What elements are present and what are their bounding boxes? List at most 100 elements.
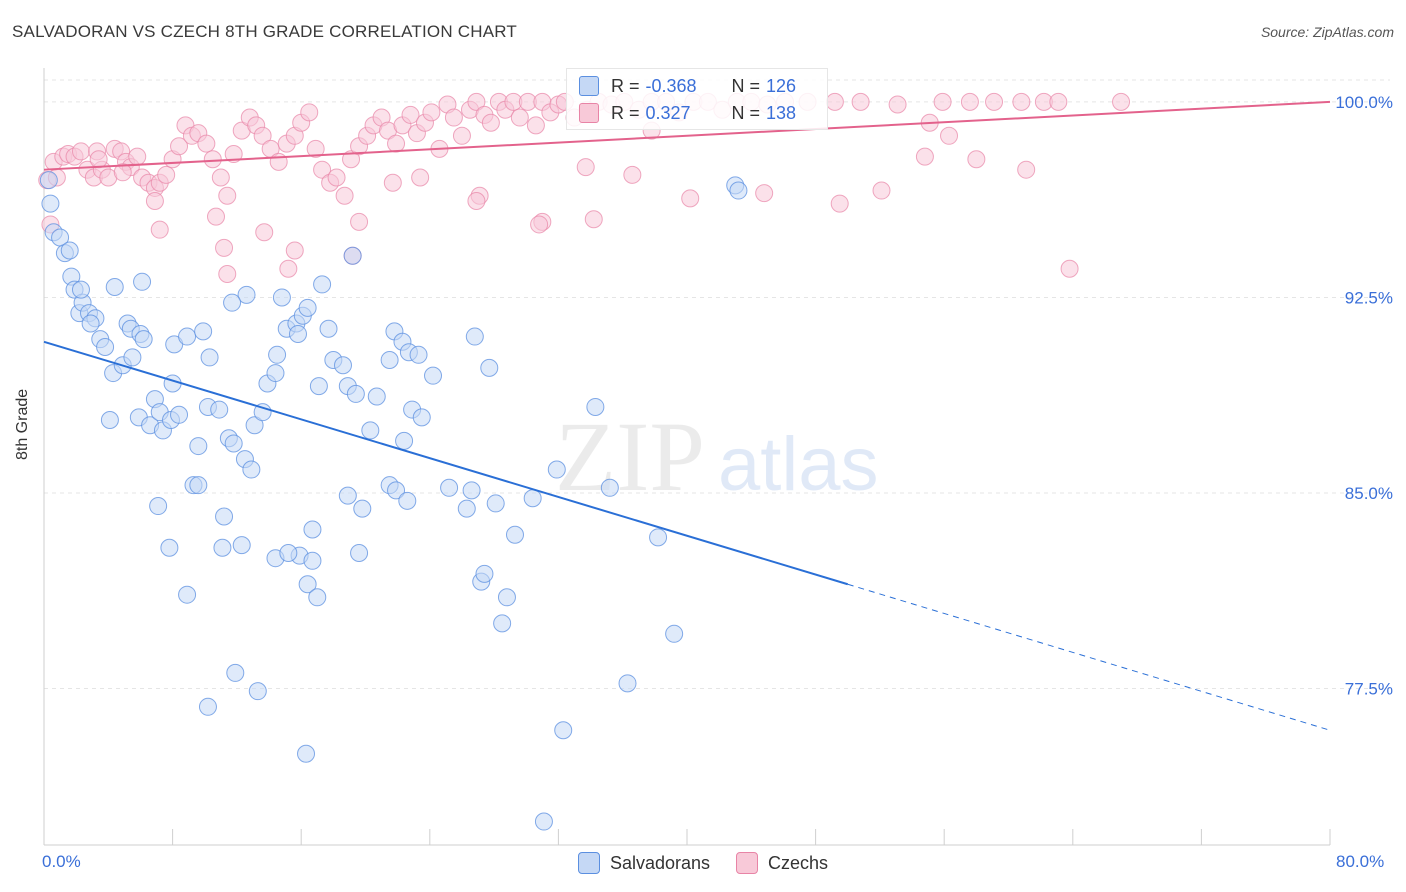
salvadorans-point bbox=[213, 538, 232, 557]
czechs-point bbox=[157, 165, 176, 184]
czechs-point bbox=[170, 137, 189, 156]
salvadorans-point bbox=[41, 194, 60, 213]
czechs-point bbox=[481, 113, 500, 132]
salvadorans-point bbox=[298, 298, 317, 317]
czechs-point bbox=[335, 186, 354, 205]
salvadorans-point bbox=[398, 491, 417, 510]
czechs-point bbox=[128, 147, 147, 166]
salvadorans-point bbox=[178, 585, 197, 604]
czechs-point bbox=[350, 212, 369, 231]
salvadorans-point bbox=[534, 812, 553, 831]
salvadorans-point bbox=[303, 520, 322, 539]
legend-r-value: -0.368 bbox=[645, 75, 697, 96]
salvadorans-point bbox=[380, 351, 399, 370]
salvadorans-point bbox=[618, 674, 637, 693]
watermark-atlas: atlas bbox=[718, 422, 879, 507]
czechs-point bbox=[150, 220, 169, 239]
salvadorans-point bbox=[224, 434, 243, 453]
salvadorans-point bbox=[346, 384, 365, 403]
salvadorans-point bbox=[288, 324, 307, 343]
czechs-point bbox=[915, 147, 934, 166]
legend-row-czechs: R = 0.327 N = 138 bbox=[579, 102, 796, 124]
legend-n-label: N = bbox=[731, 102, 761, 123]
salvadorans-point bbox=[223, 293, 242, 312]
salvadorans-point bbox=[134, 330, 153, 349]
czechs-point bbox=[1012, 92, 1031, 111]
salvadorans-point bbox=[313, 275, 332, 294]
salvadorans-point bbox=[298, 575, 317, 594]
salvadorans-point bbox=[586, 397, 605, 416]
salvadorans-point bbox=[308, 588, 327, 607]
salvadorans-point bbox=[253, 403, 272, 422]
czechs-point bbox=[411, 168, 430, 187]
salvadorans-point bbox=[105, 278, 124, 297]
stats-legend: R = -0.368 N = 126 R = 0.327 N = 138 bbox=[566, 68, 828, 130]
czechs-point bbox=[933, 92, 952, 111]
y-axis-label: 8th Grade bbox=[14, 388, 31, 460]
czechs-point bbox=[279, 259, 298, 278]
salvadorans-point bbox=[81, 314, 100, 333]
salvadorans-trend-line bbox=[43, 340, 849, 586]
y-tick-labels: 77.5% 85.0% 92.5% 100.0% bbox=[1335, 93, 1393, 699]
czechs-point bbox=[985, 92, 1004, 111]
legend-swatch-blue bbox=[577, 852, 600, 874]
salvadorans-point bbox=[178, 327, 197, 346]
czechs-point bbox=[422, 103, 441, 122]
legend-label-czechs: Czechs bbox=[768, 852, 829, 873]
legend-label-salvadorans: Salvadorans bbox=[609, 852, 711, 873]
czechs-point bbox=[203, 150, 222, 169]
czechs-point bbox=[830, 194, 849, 213]
legend-r-label: R = bbox=[611, 75, 640, 96]
salvadorans-point bbox=[149, 497, 168, 516]
salvadorans-point bbox=[170, 405, 189, 424]
salvadorans-point bbox=[266, 364, 285, 383]
czechs-point bbox=[342, 150, 361, 169]
salvadorans-point bbox=[412, 408, 431, 427]
salvadorans-point bbox=[465, 327, 484, 346]
czechs-point bbox=[888, 95, 907, 114]
czechs-point bbox=[387, 134, 406, 153]
czechs-point bbox=[253, 126, 272, 145]
salvadorans-point bbox=[96, 337, 115, 356]
salvadorans-point bbox=[505, 525, 524, 544]
trend-lines bbox=[43, 100, 1331, 731]
legend-item-czechs[interactable]: Czechs bbox=[736, 852, 828, 874]
salvadorans-point bbox=[424, 366, 443, 385]
salvadorans-point bbox=[71, 280, 90, 299]
salvadorans-point bbox=[350, 543, 369, 562]
y-tick-label: 100.0% bbox=[1335, 93, 1393, 112]
legend-r-value: 0.327 bbox=[645, 102, 691, 123]
czechs-point bbox=[211, 168, 230, 187]
legend-n-value: 138 bbox=[766, 102, 797, 123]
salvadorans-point bbox=[268, 345, 287, 364]
salvadorans-point bbox=[194, 322, 213, 341]
czechs-point bbox=[255, 223, 274, 242]
salvadorans-point bbox=[600, 478, 619, 497]
series-legend: Salvadorans Czechs bbox=[0, 852, 1406, 874]
czechs-point bbox=[825, 92, 844, 111]
legend-n-label: N = bbox=[731, 75, 761, 96]
czechs-point bbox=[145, 191, 164, 210]
legend-swatch-pink bbox=[736, 852, 759, 874]
czechs-point bbox=[215, 238, 234, 257]
salvadorans-point bbox=[210, 400, 229, 419]
salvadorans-point bbox=[333, 356, 352, 375]
czechs-point bbox=[218, 186, 237, 205]
czechs-point bbox=[467, 92, 486, 111]
salvadorans-point bbox=[297, 744, 316, 763]
czechs-point bbox=[224, 145, 243, 164]
salvadorans-point bbox=[497, 588, 516, 607]
czechs-point bbox=[452, 126, 471, 145]
czechs-point bbox=[960, 92, 979, 111]
salvadorans-point bbox=[198, 697, 217, 716]
czechs-point bbox=[197, 134, 216, 153]
salvadorans-point bbox=[395, 431, 414, 450]
salvadorans-point bbox=[100, 410, 119, 429]
salvadorans-point bbox=[554, 721, 573, 740]
legend-item-salvadorans[interactable]: Salvadorans bbox=[577, 852, 711, 874]
czechs-point bbox=[1049, 92, 1068, 111]
czechs-point bbox=[967, 150, 986, 169]
czechs-point bbox=[207, 207, 226, 226]
czechs-point bbox=[681, 189, 700, 208]
salvadorans-point bbox=[232, 536, 251, 555]
